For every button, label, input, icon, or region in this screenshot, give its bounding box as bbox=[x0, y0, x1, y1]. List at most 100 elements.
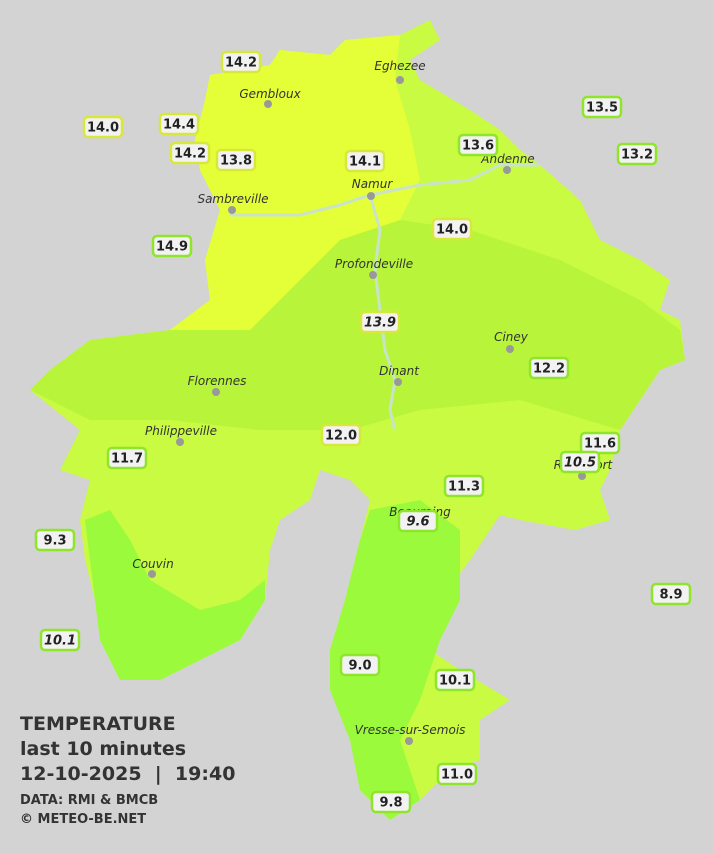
city-label: Ciney bbox=[494, 330, 529, 344]
station-temperature: 14.2 bbox=[225, 56, 257, 71]
station-box bbox=[359, 310, 401, 334]
city-dot bbox=[212, 388, 220, 396]
station-temperature: 10.1 bbox=[439, 674, 471, 689]
station: 13.2 bbox=[616, 142, 658, 166]
station: 14.0 bbox=[431, 217, 473, 241]
city-dot bbox=[228, 206, 236, 214]
river bbox=[230, 163, 540, 217]
city-dot bbox=[264, 100, 272, 108]
station-box bbox=[82, 115, 124, 139]
station-temperature: 14.1 bbox=[349, 155, 381, 170]
station-box bbox=[431, 217, 473, 241]
station: 10.1 bbox=[434, 668, 476, 692]
station-temperature: 13.8 bbox=[220, 154, 252, 169]
city-dot bbox=[503, 166, 511, 174]
station-box bbox=[650, 582, 692, 606]
station-temperature: 13.6 bbox=[462, 139, 494, 154]
station-box bbox=[320, 423, 362, 447]
station-temperature: 14.4 bbox=[163, 118, 195, 133]
city-dot bbox=[176, 438, 184, 446]
city-dot bbox=[394, 378, 402, 386]
station-box bbox=[434, 668, 476, 692]
station-box bbox=[457, 133, 499, 157]
station-box bbox=[151, 234, 193, 258]
station-temperature: 8.9 bbox=[659, 588, 682, 603]
station-box bbox=[528, 356, 570, 380]
city-dot bbox=[405, 737, 413, 745]
station: 12.0 bbox=[320, 423, 362, 447]
station-temperature: 14.9 bbox=[156, 240, 188, 255]
station: 10.1 bbox=[39, 628, 81, 652]
city-dot bbox=[506, 345, 514, 353]
station-box bbox=[616, 142, 658, 166]
legend: TEMPERATURE last 10 minutes 12-10-2025 |… bbox=[20, 713, 235, 827]
station-box bbox=[581, 95, 623, 119]
station: 13.6 bbox=[457, 133, 499, 157]
station-temperature: 13.5 bbox=[586, 101, 618, 116]
legend-copyright: © METEO-BE.NET bbox=[20, 812, 146, 827]
city-label: Gembloux bbox=[239, 87, 301, 101]
city-dot bbox=[367, 192, 375, 200]
station: 8.9 bbox=[650, 582, 692, 606]
station-temperature: 14.0 bbox=[87, 121, 119, 136]
warm-zone bbox=[170, 35, 420, 330]
mid-zone bbox=[30, 220, 685, 430]
station: 13.5 bbox=[581, 95, 623, 119]
station-box bbox=[339, 653, 381, 677]
station-temperature: 9.8 bbox=[379, 796, 402, 811]
cool-zone bbox=[330, 500, 460, 820]
station: 11.6 bbox=[579, 431, 621, 455]
city-label: Sambreville bbox=[197, 192, 268, 206]
city-dot bbox=[148, 570, 156, 578]
station: 14.4 bbox=[158, 112, 200, 136]
station-temperature: 11.0 bbox=[441, 768, 473, 783]
station-box bbox=[106, 446, 148, 470]
city-label: Profondeville bbox=[335, 257, 413, 271]
legend-title: TEMPERATURE bbox=[20, 713, 176, 735]
city-label: Eghezee bbox=[374, 59, 425, 73]
station-box bbox=[215, 148, 257, 172]
station-temperature: 13.9 bbox=[364, 316, 396, 331]
station-temperature: 9.3 bbox=[43, 534, 66, 549]
station: 11.0 bbox=[436, 762, 478, 786]
station-box bbox=[436, 762, 478, 786]
station-temperature: 14.2 bbox=[174, 147, 206, 162]
station: 11.7 bbox=[106, 446, 148, 470]
city-label: Namur bbox=[352, 177, 394, 191]
station-temperature: 13.2 bbox=[621, 148, 653, 163]
station-box bbox=[559, 450, 601, 474]
station: 10.5 bbox=[559, 450, 601, 474]
station-temperature: 11.3 bbox=[448, 480, 480, 495]
legend-datetime: 12-10-2025 | 19:40 bbox=[20, 763, 235, 785]
city-dot bbox=[396, 76, 404, 84]
stations: 14.2 14.0 14.4 14.2 13.8 14.1 13.6 13.5 13.2 14.9… bbox=[34, 50, 692, 814]
station-box bbox=[34, 528, 76, 552]
station: 14.9 bbox=[151, 234, 193, 258]
station-box bbox=[158, 112, 200, 136]
cool-zone bbox=[85, 510, 265, 680]
station-temperature: 12.0 bbox=[325, 429, 357, 444]
station-temperature: 11.7 bbox=[111, 452, 143, 467]
station-box bbox=[443, 474, 485, 498]
station-box bbox=[370, 790, 412, 814]
station: 14.0 bbox=[82, 115, 124, 139]
station: 12.2 bbox=[528, 356, 570, 380]
city-label: Philippeville bbox=[145, 424, 217, 438]
station-temperature: 12.2 bbox=[533, 362, 565, 377]
legend-source: DATA: RMI & BMCB bbox=[20, 793, 158, 808]
station: 9.6 bbox=[397, 509, 439, 533]
station: 9.0 bbox=[339, 653, 381, 677]
station: 14.2 bbox=[220, 50, 262, 74]
station-temperature: 10.5 bbox=[564, 456, 596, 471]
city-dot bbox=[578, 472, 586, 480]
station-box bbox=[39, 628, 81, 652]
city-label: Couvin bbox=[132, 557, 173, 571]
city-dot bbox=[369, 271, 377, 279]
station-temperature: 10.1 bbox=[44, 634, 76, 649]
station-temperature: 14.0 bbox=[436, 223, 468, 238]
station-temperature: 9.0 bbox=[348, 659, 371, 674]
station: 11.3 bbox=[443, 474, 485, 498]
station-temperature: 11.6 bbox=[584, 437, 616, 452]
station: 13.9 bbox=[359, 310, 401, 334]
